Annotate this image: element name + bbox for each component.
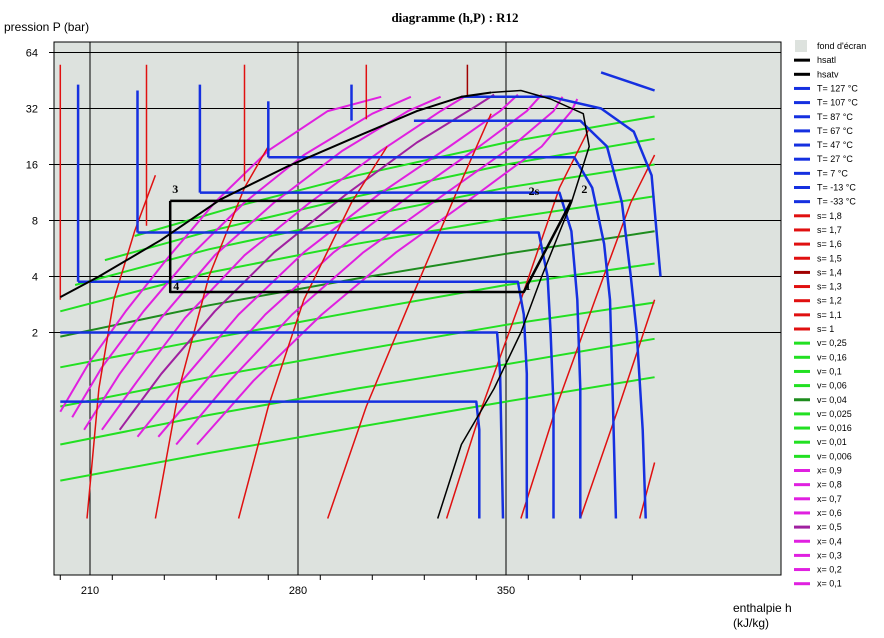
y-tick-label: 16 — [26, 160, 38, 172]
quality-line — [175, 96, 564, 446]
legend-label: v= 0,04 — [817, 395, 847, 405]
isotherm-line — [600, 71, 656, 92]
y-tick-label: 32 — [26, 104, 38, 116]
isotherm-line — [60, 331, 505, 519]
quality-line — [71, 95, 412, 418]
legend-label: x= 0,4 — [817, 536, 842, 546]
isentrope-line — [579, 299, 656, 519]
legend-label: v= 0,16 — [817, 352, 847, 362]
isochore-line — [104, 137, 655, 262]
curve-layer: 3 2 2s 4 1 — [59, 64, 662, 519]
saturated-liquid-line — [59, 91, 492, 298]
y-axis-label: pression P (bar) — [4, 20, 89, 34]
cycle-point-label: 2s — [529, 184, 540, 198]
cycle-point-label: 4 — [173, 279, 179, 293]
legend-label: T= 7 °C — [817, 168, 848, 178]
legend-label: v= 0,1 — [817, 366, 842, 376]
cycle-point-label: 3 — [172, 182, 178, 196]
legend-label: v= 0,006 — [817, 451, 852, 461]
legend-label: x= 0,6 — [817, 508, 842, 518]
legend-label: T= 27 °C — [817, 154, 853, 164]
legend-label: x= 0,1 — [817, 579, 842, 589]
plot-background — [54, 42, 781, 575]
legend-label: x= 0,3 — [817, 550, 842, 560]
quality-line — [196, 98, 579, 446]
legend-label: x= 0,7 — [817, 494, 842, 504]
isochore-line — [60, 262, 655, 369]
x-tick-label: 350 — [497, 585, 515, 597]
isochore-line — [60, 376, 655, 482]
legend-label: x= 0,2 — [817, 565, 842, 575]
legend-label: s= 1,6 — [817, 239, 842, 249]
isotherm-line — [78, 280, 529, 519]
legend-label: x= 0,8 — [817, 480, 842, 490]
legend-label: s= 1,2 — [817, 296, 842, 306]
isentrope-line — [154, 146, 269, 519]
isotherm-line — [199, 191, 582, 519]
legend-label: v= 0,01 — [817, 437, 847, 447]
y-tick-label: 2 — [32, 328, 38, 340]
isentrope-line — [237, 146, 388, 519]
isotherm-line — [268, 156, 618, 519]
legend-label: fond d'écran — [817, 41, 866, 51]
legend-label: T= 127 °C — [817, 83, 858, 93]
chart-title: diagramme (h,P) : R12 — [391, 10, 518, 25]
legend-label: x= 0,5 — [817, 522, 842, 532]
y-tick-label: 8 — [32, 216, 38, 228]
x-axis-unit: (kJ/kg) — [733, 616, 769, 630]
legend-label: s= 1,3 — [817, 282, 842, 292]
legend-label: v= 0,25 — [817, 338, 847, 348]
cycle-point-label: 1 — [525, 279, 531, 293]
isochore-line — [60, 195, 655, 313]
isotherm-line — [461, 95, 662, 277]
cycle-path — [168, 199, 573, 294]
legend-label: T= -33 °C — [817, 197, 856, 207]
y-tick-label: 64 — [26, 48, 38, 60]
legend-label: T= -13 °C — [817, 183, 856, 193]
legend-label: T= 67 °C — [817, 126, 853, 136]
quality-line — [101, 95, 465, 431]
isotherm-line — [137, 231, 555, 519]
x-tick-label: 280 — [289, 585, 307, 597]
isochore-line — [60, 337, 655, 446]
legend-label: s= 1,7 — [817, 225, 842, 235]
legend-label: hsatl — [817, 55, 836, 65]
legend-swatch — [795, 40, 807, 52]
isentrope-line — [326, 113, 492, 519]
cycle-point-label: 2 — [581, 182, 587, 196]
quality-line — [83, 95, 442, 431]
isentrope-line — [86, 175, 157, 519]
legend-label: s= 1,1 — [817, 310, 842, 320]
legend-label: v= 0,06 — [817, 381, 847, 391]
legend: fond d'écran hsatl hsatv T= 127 °C T= 107 °C… — [794, 40, 866, 589]
quality-line — [118, 93, 495, 431]
legend-label: v= 0,025 — [817, 409, 852, 419]
legend-label: x= 0,9 — [817, 466, 842, 476]
isentrope-line — [638, 462, 656, 519]
x-tick-label: 210 — [81, 585, 99, 597]
legend-label: hsatv — [817, 69, 839, 79]
y-tick-label: 4 — [32, 272, 38, 284]
legend-label: s= 1 — [817, 324, 834, 334]
legend-label: T= 107 °C — [817, 98, 858, 108]
legend-label: s= 1,4 — [817, 267, 842, 277]
legend-label: T= 87 °C — [817, 112, 853, 122]
legend-label: T= 47 °C — [817, 140, 853, 150]
isochore-line — [60, 230, 655, 338]
plot-frame — [53, 41, 782, 576]
x-axis-label: enthalpie h — [733, 601, 792, 615]
isentrope-line — [520, 154, 656, 519]
quality-line — [157, 93, 543, 438]
legend-label: v= 0,016 — [817, 423, 852, 433]
legend-label: s= 1,5 — [817, 253, 842, 263]
isochore-line — [60, 301, 655, 408]
quality-line — [59, 95, 382, 413]
legend-label: s= 1,8 — [817, 211, 842, 221]
cycle-group: 3 2 2s 4 1 — [168, 182, 587, 294]
